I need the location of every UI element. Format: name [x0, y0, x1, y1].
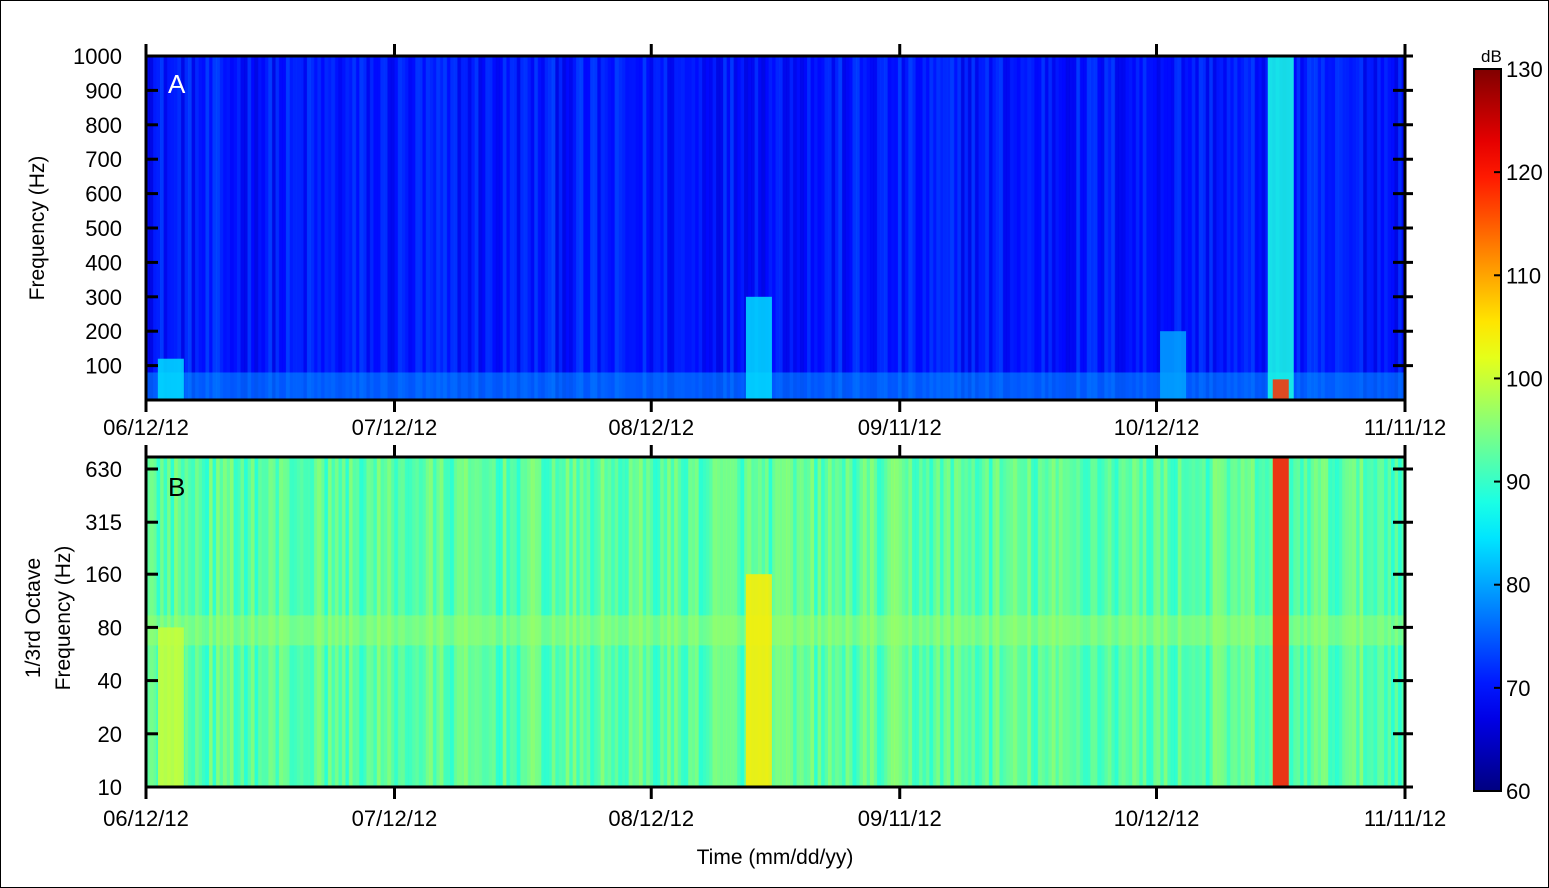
heatA-event-4: [1272, 379, 1289, 400]
ticksA-x-tick-label-1: 07/12/12: [352, 415, 438, 440]
ticksB-y-tick-label-1: 20: [98, 722, 122, 747]
ticksB-x-tick-label-1: 07/12/12: [352, 806, 438, 831]
ticksB-x-tick-label-5: 11/11/12: [1364, 806, 1446, 831]
heatB-event-1: [745, 574, 772, 787]
ticksA-y-tick-label-7: 800: [85, 113, 122, 138]
panel-b: 06/12/12 07/12/12 08/12/12 09/11/12 10/12/12…: [22, 445, 1446, 869]
ticksB-y-tick-label-0: 10: [98, 775, 122, 800]
heatB-event-0: [157, 627, 184, 787]
ticksA-x-tick-label-4: 10/12/12: [1114, 415, 1200, 440]
colorbar-tick-label-4: 100: [1506, 366, 1543, 391]
ticksA-y-tick-label-4: 500: [85, 216, 122, 241]
ticksA-x-tick-label-2: 08/12/12: [608, 415, 694, 440]
ticksA-y-tick-label-9: 1000: [73, 44, 122, 69]
colorbar-tick-label-3: 90: [1506, 470, 1530, 495]
ticksB-y-tick-label-3: 80: [98, 615, 122, 640]
ticksB-y-tick-label-4: 160: [85, 562, 122, 587]
colorbar-tick-label-6: 120: [1506, 160, 1543, 185]
panel-a: 06/12/12 07/12/12 08/12/12 09/11/12 10/12/12…: [26, 44, 1446, 440]
ticksA-y-tick-label-0: 100: [85, 354, 122, 379]
colorbar-tick-label-1: 70: [1506, 676, 1530, 701]
ticksB-y-tick-label-2: 40: [98, 669, 122, 694]
spectrogram-a: [146, 56, 1405, 400]
colorbar-tick-label-2: 80: [1506, 573, 1530, 598]
panel-a-y-axis-title: Frequency (Hz): [26, 156, 49, 301]
ticksB-y-tick-label-6: 630: [85, 457, 122, 482]
ticksA-y-tick-label-8: 900: [85, 78, 122, 103]
ticksA-y-tick-label-3: 400: [85, 250, 122, 275]
ticksB-y-tick-label-5: 315: [85, 510, 122, 535]
ticksB-x-tick-label-0: 06/12/12: [103, 806, 189, 831]
ticksA-y-tick-label-6: 700: [85, 147, 122, 172]
ticksA-x-tick-label-5: 11/11/12: [1364, 415, 1446, 440]
ticksB-x-tick-label-3: 09/11/12: [858, 806, 942, 831]
heatA-event-3: [1267, 56, 1294, 400]
colorbar-ticks: 60 70 80 90 100 110 120 130: [1494, 57, 1543, 804]
panel-a-ticks: 06/12/12 07/12/12 08/12/12 09/11/12 10/12/12…: [73, 44, 1446, 440]
panel-a-label: A: [168, 69, 186, 99]
ticksA-y-tick-label-2: 300: [85, 285, 122, 310]
panel-b-ticks: 06/12/12 07/12/12 08/12/12 09/11/12 10/12/12…: [85, 445, 1446, 831]
heatA-event-2: [1160, 331, 1187, 400]
ticksA-y-tick-label-1: 200: [85, 319, 122, 344]
ticksB-x-tick-label-4: 10/12/12: [1114, 806, 1200, 831]
ticksA-y-tick-label-5: 600: [85, 182, 122, 207]
heatA-event-0: [157, 358, 184, 400]
colorbar-tick-label-5: 110: [1506, 263, 1541, 288]
heatA-event-1: [745, 296, 772, 400]
colorbar-gradient: [1473, 68, 1502, 792]
colorbar-tick-label-7: 130: [1506, 57, 1543, 82]
ticksB-x-tick-label-2: 08/12/12: [608, 806, 694, 831]
heatB-event-2: [1272, 457, 1289, 787]
panel-b-y-axis-title-line1: 1/3rd Octave: [22, 558, 45, 678]
spectrogram-b: [146, 457, 1405, 787]
colorbar: dB 60 70 80 90 100 110 120 130: [1473, 47, 1543, 804]
ticksA-x-tick-label-0: 06/12/12: [103, 415, 189, 440]
panel-b-y-axis-title-line2: Frequency (Hz): [52, 546, 75, 691]
panel-b-label: B: [168, 472, 185, 502]
x-axis-title: Time (mm/dd/yy): [697, 846, 854, 869]
colorbar-tick-label-0: 60: [1506, 779, 1530, 804]
panel-b-frame: [144, 455, 1407, 789]
colorbar-unit: dB: [1481, 47, 1502, 66]
ticksA-x-tick-label-3: 09/11/12: [858, 415, 942, 440]
